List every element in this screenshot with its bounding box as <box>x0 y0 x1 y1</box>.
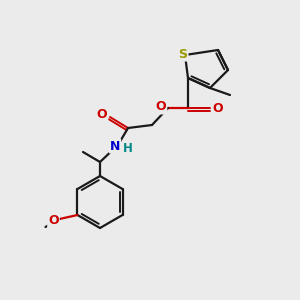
Text: H: H <box>123 142 133 154</box>
Text: O: O <box>213 101 223 115</box>
Text: O: O <box>48 214 59 227</box>
Text: S: S <box>178 47 188 61</box>
Text: N: N <box>110 140 120 152</box>
Text: O: O <box>156 100 166 113</box>
Text: O: O <box>97 109 107 122</box>
